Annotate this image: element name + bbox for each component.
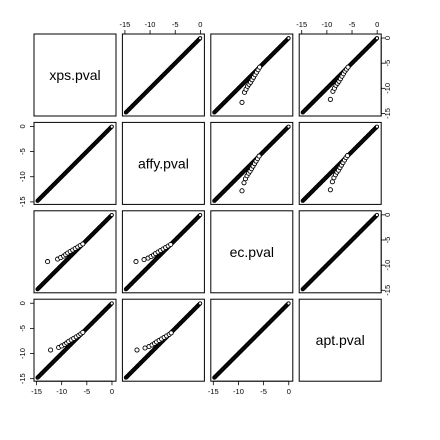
tick-label: 0 xyxy=(287,387,291,396)
tick-label: -15 xyxy=(208,387,219,396)
data-point xyxy=(109,124,114,129)
panel-frame-3-3 xyxy=(298,298,382,382)
outlier-point xyxy=(239,188,245,194)
tick-label: -15 xyxy=(18,196,27,207)
data-point xyxy=(374,36,380,41)
panel-frame-0-0 xyxy=(33,33,117,117)
tick-label: -15 xyxy=(296,20,307,29)
variable-label: ec.pval xyxy=(230,244,274,260)
tick-label: -10 xyxy=(383,83,392,94)
outlier-point xyxy=(133,259,139,265)
tick-label: 0 xyxy=(383,213,392,217)
panel-frame-3-1 xyxy=(121,298,205,382)
outlier-point xyxy=(141,257,147,263)
tick-label: 0 xyxy=(110,387,114,396)
outlier-point xyxy=(344,153,351,159)
tick-label: 0 xyxy=(18,301,27,305)
panel-frame-0-2 xyxy=(210,33,294,117)
outlier-point xyxy=(239,99,245,105)
data-point xyxy=(374,124,380,129)
panel-frame-1-1 xyxy=(121,121,205,205)
tick-label: -5 xyxy=(83,387,90,396)
tick-label: -15 xyxy=(31,387,42,396)
data-point xyxy=(286,124,291,129)
outlier-point xyxy=(345,64,351,70)
tick-label: -5 xyxy=(260,387,267,396)
tick-label: -5 xyxy=(349,20,356,29)
tick-label: -10 xyxy=(233,387,244,396)
outlier-point xyxy=(142,345,148,351)
tick-label: -5 xyxy=(18,148,27,155)
tick-label: -5 xyxy=(172,20,179,29)
variable-label: xps.pval xyxy=(49,67,100,83)
data-point xyxy=(198,301,203,306)
tick-label: -10 xyxy=(145,20,156,29)
outlier-point xyxy=(168,241,174,248)
outlier-point xyxy=(257,64,263,70)
outlier-point xyxy=(45,259,51,265)
panel-frame-1-3 xyxy=(298,121,382,205)
tick-label: -15 xyxy=(18,373,27,384)
tick-label: 0 xyxy=(198,20,202,29)
tick-label: 0 xyxy=(18,124,27,128)
tick-label: 0 xyxy=(375,20,379,29)
outlier-point xyxy=(168,330,174,336)
data-point xyxy=(286,36,291,41)
data-point xyxy=(374,212,380,218)
outlier-point xyxy=(80,329,86,335)
data-point xyxy=(198,212,203,218)
tick-label: -5 xyxy=(18,325,27,332)
tick-label: -10 xyxy=(18,171,27,182)
panel-frame-2-0 xyxy=(33,210,117,294)
tick-label: -10 xyxy=(321,20,332,29)
data-point xyxy=(198,36,203,41)
outlier-point xyxy=(134,347,140,353)
outlier-point xyxy=(241,180,247,186)
panel-frame-2-2 xyxy=(210,210,294,294)
tick-label: -10 xyxy=(18,348,27,359)
outlier-point xyxy=(48,347,54,353)
panel-frame-1-2 xyxy=(210,121,294,205)
tick-label: -10 xyxy=(383,260,392,271)
tick-label: -15 xyxy=(383,285,392,296)
outlier-point xyxy=(327,96,333,102)
variable-label: affy.pval xyxy=(138,155,189,171)
panel-frame-2-1 xyxy=(121,210,205,294)
tick-label: 0 xyxy=(383,36,392,40)
tick-label: -5 xyxy=(383,237,392,244)
outlier-point xyxy=(327,187,333,193)
variable-label: apt.pval xyxy=(316,332,365,348)
outlier-point xyxy=(80,241,86,247)
tick-label: -10 xyxy=(56,387,67,396)
data-point xyxy=(109,212,114,218)
outlier-point xyxy=(256,153,262,159)
data-point xyxy=(286,301,291,306)
data-point xyxy=(109,301,114,306)
tick-label: -15 xyxy=(119,20,130,29)
outlier-point xyxy=(329,179,335,185)
tick-label: -5 xyxy=(383,60,392,67)
tick-label: -15 xyxy=(383,108,392,119)
